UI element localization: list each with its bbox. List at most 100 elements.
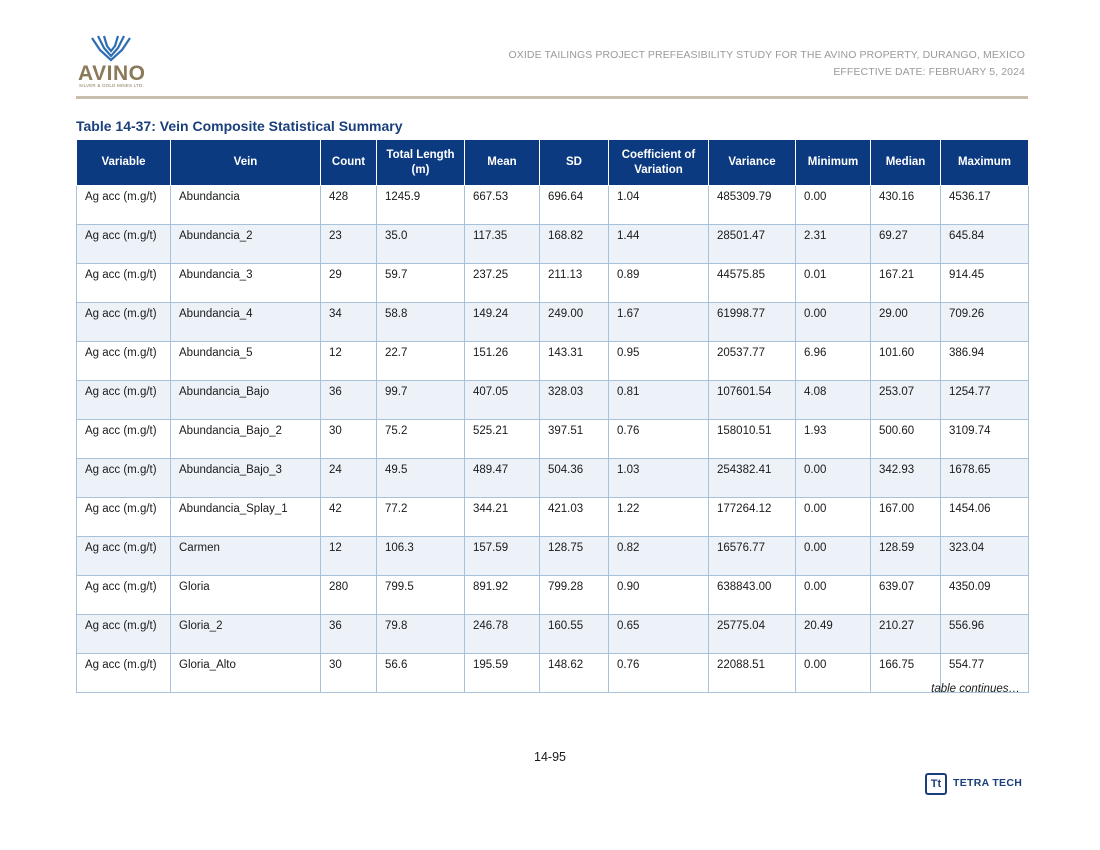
table-cell: 1254.77 bbox=[940, 380, 1029, 420]
table-cell: 0.82 bbox=[608, 536, 709, 576]
table-cell: 799.28 bbox=[539, 575, 609, 615]
tetra-tech-logo-icon: Tt bbox=[925, 773, 947, 795]
table-row: Ag acc (m.g/t) Abundancia 428 1245.9 667.53 6… bbox=[76, 185, 1029, 225]
table-cell: Gloria_2 bbox=[170, 614, 321, 654]
table-title: Table 14-37: Vein Composite Statistical … bbox=[76, 118, 403, 134]
table-cell: 79.8 bbox=[376, 614, 465, 654]
table-row: Ag acc (m.g/t) Abundancia_5 12 22.7 151.26 14… bbox=[76, 341, 1029, 381]
table-cell: 1.04 bbox=[608, 185, 709, 225]
table-cell: 0.00 bbox=[795, 653, 871, 693]
table-cell: Ag acc (m.g/t) bbox=[76, 341, 171, 381]
table-cell: 253.07 bbox=[870, 380, 941, 420]
table-cell: 29.00 bbox=[870, 302, 941, 342]
table-cell: 4.08 bbox=[795, 380, 871, 420]
table-cell: 160.55 bbox=[539, 614, 609, 654]
table-cell: 0.76 bbox=[608, 653, 709, 693]
table-cell: 128.75 bbox=[539, 536, 609, 576]
table-cell: 489.47 bbox=[464, 458, 540, 498]
table-cell: 639.07 bbox=[870, 575, 941, 615]
table-cell: 246.78 bbox=[464, 614, 540, 654]
table-cell: 16576.77 bbox=[708, 536, 796, 576]
table-cell: 20537.77 bbox=[708, 341, 796, 381]
table-cell: Ag acc (m.g/t) bbox=[76, 575, 171, 615]
table-cell: Ag acc (m.g/t) bbox=[76, 263, 171, 303]
table-cell: 638843.00 bbox=[708, 575, 796, 615]
table-cell: 504.36 bbox=[539, 458, 609, 498]
table-cell: 49.5 bbox=[376, 458, 465, 498]
table-cell: 0.65 bbox=[608, 614, 709, 654]
table-cell: 6.96 bbox=[795, 341, 871, 381]
table-cell: 143.31 bbox=[539, 341, 609, 381]
table-cell: Abundancia bbox=[170, 185, 321, 225]
column-header: Total Length (m) bbox=[376, 139, 465, 186]
logo-name: AVINO bbox=[78, 62, 146, 85]
table-cell: 34 bbox=[320, 302, 377, 342]
table-cell: 23 bbox=[320, 224, 377, 264]
table-cell: 4536.17 bbox=[940, 185, 1029, 225]
table-cell: Abundancia_Splay_1 bbox=[170, 497, 321, 537]
table-cell: 0.00 bbox=[795, 302, 871, 342]
table-cell: 107601.54 bbox=[708, 380, 796, 420]
table-cell: 117.35 bbox=[464, 224, 540, 264]
table-cell: Ag acc (m.g/t) bbox=[76, 185, 171, 225]
table-cell: Ag acc (m.g/t) bbox=[76, 380, 171, 420]
table-cell: Ag acc (m.g/t) bbox=[76, 458, 171, 498]
header-effective-date: EFFECTIVE DATE: FEBRUARY 5, 2024 bbox=[833, 66, 1025, 78]
table-cell: Gloria_Alto bbox=[170, 653, 321, 693]
table-cell: 696.64 bbox=[539, 185, 609, 225]
table-cell: 4350.09 bbox=[940, 575, 1029, 615]
table-cell: 128.59 bbox=[870, 536, 941, 576]
table-cell: Abundancia_Bajo bbox=[170, 380, 321, 420]
table-cell: 407.05 bbox=[464, 380, 540, 420]
table-cell: 28501.47 bbox=[708, 224, 796, 264]
page-number: 14-95 bbox=[534, 750, 566, 764]
table-cell: 12 bbox=[320, 536, 377, 576]
table-cell: 0.76 bbox=[608, 419, 709, 459]
table-cell: 166.75 bbox=[870, 653, 941, 693]
table-cell: 342.93 bbox=[870, 458, 941, 498]
table-cell: 667.53 bbox=[464, 185, 540, 225]
table-cell: 2.31 bbox=[795, 224, 871, 264]
table-cell: 30 bbox=[320, 419, 377, 459]
table-cell: 25775.04 bbox=[708, 614, 796, 654]
table-cell: 645.84 bbox=[940, 224, 1029, 264]
column-header: Variable bbox=[76, 139, 171, 186]
table-cell: Ag acc (m.g/t) bbox=[76, 614, 171, 654]
table-cell: 709.26 bbox=[940, 302, 1029, 342]
column-header: Maximum bbox=[940, 139, 1029, 186]
table-cell: 99.7 bbox=[376, 380, 465, 420]
table-cell: Ag acc (m.g/t) bbox=[76, 302, 171, 342]
table-cell: 430.16 bbox=[870, 185, 941, 225]
table-cell: 22088.51 bbox=[708, 653, 796, 693]
table-cell: 101.60 bbox=[870, 341, 941, 381]
table-row: Ag acc (m.g/t) Abundancia_Bajo_2 30 75.2 525… bbox=[76, 419, 1029, 459]
table-cell: 0.89 bbox=[608, 263, 709, 303]
table-cell: 58.8 bbox=[376, 302, 465, 342]
table-cell: 69.27 bbox=[870, 224, 941, 264]
table-cell: 0.00 bbox=[795, 497, 871, 537]
table-cell: Gloria bbox=[170, 575, 321, 615]
table-cell: 428 bbox=[320, 185, 377, 225]
table-row: Ag acc (m.g/t) Gloria_Alto 30 56.6 195.59 148… bbox=[76, 653, 1029, 693]
table-cell: 59.7 bbox=[376, 263, 465, 303]
table-cell: 158010.51 bbox=[708, 419, 796, 459]
table-cell: 3109.74 bbox=[940, 419, 1029, 459]
vein-statistics-table: Variable Vein Count Total Length (m) Mean SD C… bbox=[76, 139, 1029, 693]
table-cell: 36 bbox=[320, 380, 377, 420]
column-header: Median bbox=[870, 139, 941, 186]
table-cell: 12 bbox=[320, 341, 377, 381]
table-cell: 0.81 bbox=[608, 380, 709, 420]
table-cell: 77.2 bbox=[376, 497, 465, 537]
table-continues-note: table continues… bbox=[931, 683, 1020, 695]
table-row: Ag acc (m.g/t) Carmen 12 106.3 157.59 128.75 0… bbox=[76, 536, 1029, 576]
table-cell: 891.92 bbox=[464, 575, 540, 615]
table-cell: Abundancia_Bajo_3 bbox=[170, 458, 321, 498]
table-cell: 323.04 bbox=[940, 536, 1029, 576]
column-header: Vein bbox=[170, 139, 321, 186]
table-cell: 1678.65 bbox=[940, 458, 1029, 498]
table-cell: Abundancia_Bajo_2 bbox=[170, 419, 321, 459]
table-cell: 29 bbox=[320, 263, 377, 303]
table-cell: 106.3 bbox=[376, 536, 465, 576]
table-cell: Abundancia_3 bbox=[170, 263, 321, 303]
table-cell: 328.03 bbox=[539, 380, 609, 420]
